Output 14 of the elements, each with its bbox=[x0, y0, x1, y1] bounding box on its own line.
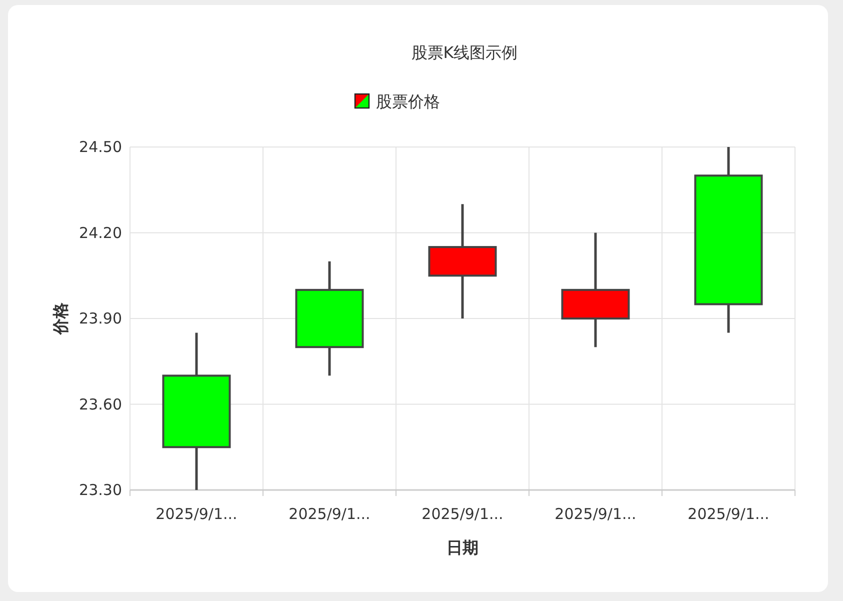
y-tick-label: 24.20 bbox=[79, 224, 122, 242]
x-tick-label: 2025/9/1... bbox=[688, 505, 770, 523]
legend-label: 股票价格 bbox=[376, 92, 440, 111]
y-tick-label: 23.90 bbox=[79, 310, 122, 328]
y-tick-label: 23.30 bbox=[79, 481, 122, 499]
y-tick-label: 24.50 bbox=[79, 138, 122, 156]
x-tick-label: 2025/9/1... bbox=[554, 505, 636, 523]
chart-title: 股票K线图示例 bbox=[411, 43, 518, 62]
x-tick-label: 2025/9/1... bbox=[288, 505, 370, 523]
y-tick-label: 23.60 bbox=[79, 395, 122, 414]
x-axis-title: 日期 bbox=[446, 538, 478, 557]
x-tick-label: 2025/9/1... bbox=[422, 505, 504, 523]
y-axis-title: 价格 bbox=[51, 302, 70, 336]
x-tick-label: 2025/9/1... bbox=[156, 505, 238, 523]
